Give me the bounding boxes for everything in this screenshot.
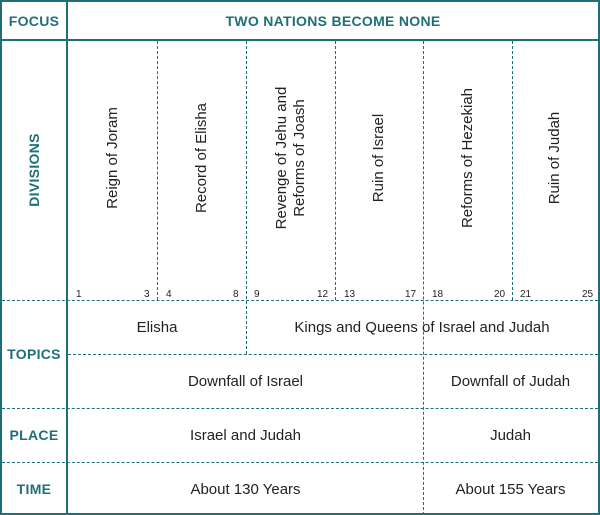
division-3-end: 12 (317, 289, 329, 300)
division-6-end: 25 (582, 289, 594, 300)
divisions-bottom-line (2, 300, 598, 301)
place-label: PLACE (9, 427, 59, 443)
division-1-start: 1 (76, 289, 82, 300)
division-line-5 (512, 41, 513, 300)
time-155-years: About 155 Years (455, 480, 566, 498)
division-3-title: Revenge of Jehu and Reforms of Joash (273, 87, 309, 230)
divisions-label: DIVISIONS (2, 40, 66, 300)
division-3-start: 9 (254, 289, 260, 300)
place-judah: Judah (490, 427, 531, 444)
division-3: Revenge of Jehu and Reforms of Joash (246, 42, 335, 300)
division-5-end: 20 (494, 289, 506, 300)
division-5-start: 18 (432, 289, 444, 300)
topic-elisha: Elisha (136, 319, 178, 336)
division-2-start: 4 (166, 289, 172, 300)
topic-downfall-israel: Downfall of Israel (187, 373, 304, 390)
division-line-3 (335, 41, 336, 300)
division-4-end: 17 (405, 289, 417, 300)
division-5: Reforms of Hezekiah (423, 42, 512, 300)
place-bottom-line (2, 462, 598, 463)
focus-label: FOCUS (8, 13, 60, 29)
division-4-title: Ruin of Israel (370, 113, 387, 203)
division-2-title: Record of Elisha (192, 103, 210, 214)
division-2: Record of Elisha (157, 42, 246, 300)
division-1-end: 3 (144, 289, 150, 300)
division-6-title: Ruin of Judah (546, 111, 563, 205)
topics-bottom-line (2, 408, 598, 409)
topic-kings-queens: Kings and Queens of Israel and Judah (294, 319, 550, 336)
topic-downfall-judah: Downfall of Judah (450, 373, 571, 390)
place-israel-judah: Israel and Judah (190, 427, 301, 444)
topics-mid-line (68, 354, 598, 355)
division-line-2 (246, 41, 247, 354)
divisions-label-text: DIVISIONS (26, 133, 42, 207)
division-1-title: Reign of Joram (103, 107, 121, 209)
division-4-start: 13 (344, 289, 356, 300)
time-label: TIME (16, 480, 52, 497)
division-5-title: Reforms of Hezekiah (458, 88, 476, 229)
topics-label: TOPICS (7, 346, 61, 362)
division-6-start: 21 (520, 289, 532, 300)
division-line-4 (423, 41, 424, 515)
division-4: Ruin of Israel (335, 42, 423, 300)
focus-row-divider (2, 39, 598, 41)
division-1: Reign of Joram (68, 42, 157, 300)
division-2-end: 8 (233, 289, 239, 300)
division-3-title-line2: Reforms of Joash (290, 99, 308, 217)
label-column-divider (66, 2, 68, 515)
division-3-title-line1: Revenge of Jehu and (272, 86, 290, 230)
focus-title: TWO NATIONS BECOME NONE (225, 13, 441, 29)
division-6: Ruin of Judah (512, 42, 598, 300)
division-line-1 (157, 41, 158, 300)
time-130-years: About 130 Years (190, 480, 301, 498)
